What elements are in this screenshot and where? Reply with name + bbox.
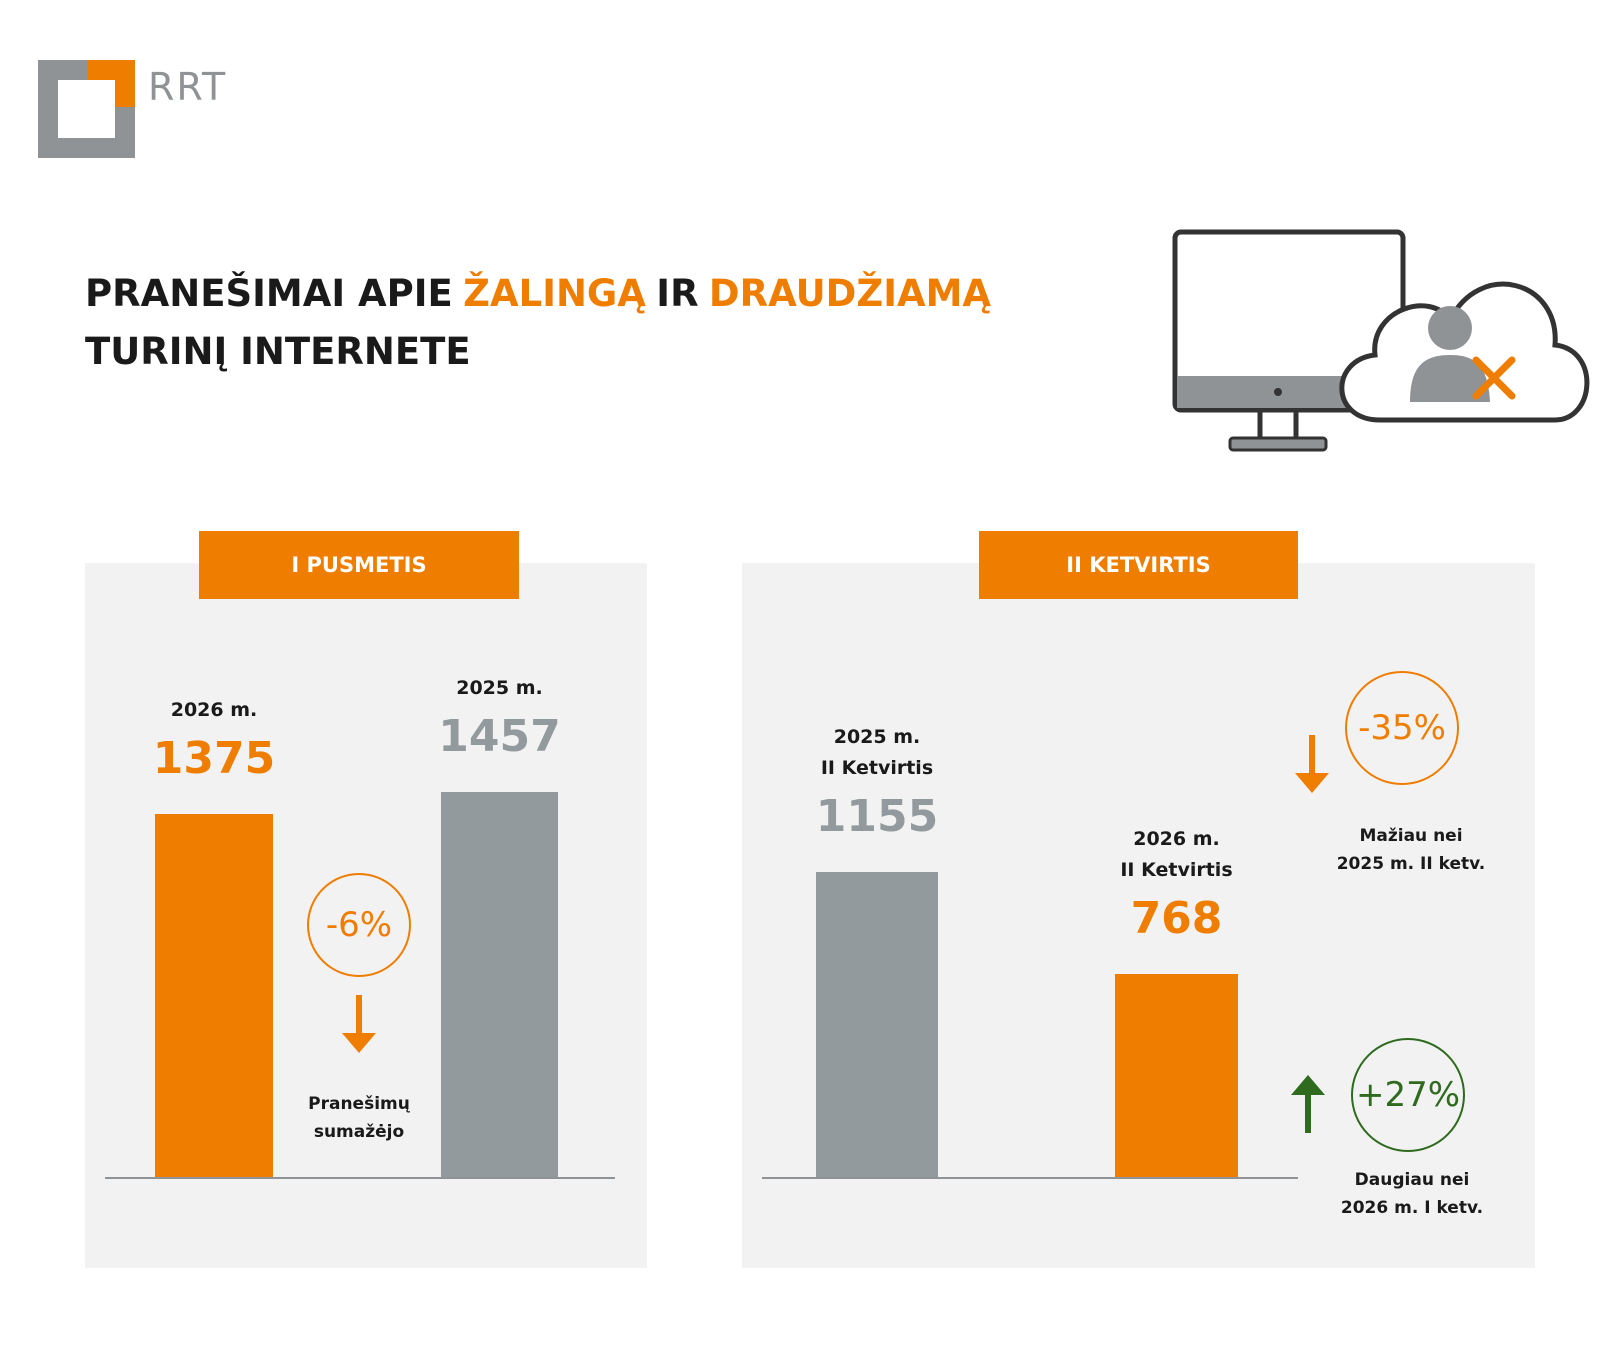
bar bbox=[816, 871, 938, 1178]
change-note: Pranešimų sumažėjo bbox=[308, 1094, 410, 1142]
title-part: IR bbox=[656, 272, 699, 315]
logo-text: RRT bbox=[148, 65, 227, 109]
bar bbox=[1115, 974, 1238, 1178]
arrow bbox=[1295, 735, 1329, 793]
arrow bbox=[1291, 1075, 1325, 1133]
baseline bbox=[105, 1177, 615, 1179]
change-badge: +27% bbox=[1351, 1038, 1465, 1152]
value-label: 1155 bbox=[815, 790, 939, 842]
panel-title: II KETVIRTIS bbox=[979, 531, 1298, 599]
change-badge: -6% bbox=[307, 873, 411, 977]
change-note: Mažiau nei 2025 m. II ketv. bbox=[1336, 826, 1486, 874]
value-label: 1375 bbox=[152, 732, 276, 784]
title-part: TURINĮ INTERNETE bbox=[85, 330, 471, 373]
title-part: DRAUDŽIAMĄ bbox=[708, 272, 992, 315]
title-part: PRANEŠIMAI APIE bbox=[85, 272, 453, 315]
baseline bbox=[762, 1177, 1298, 1179]
bar bbox=[441, 791, 558, 1178]
category-label: 2025 m. II Ketvirtis bbox=[820, 725, 934, 779]
change-note: Daugiau nei 2026 m. I ketv. bbox=[1340, 1170, 1484, 1218]
title-line: TURINĮ INTERNETE bbox=[85, 323, 1001, 381]
title-part: ŽALINGĄ bbox=[463, 272, 646, 315]
title: PRANEŠIMAI APIE ŽALINGĄ IR DRAUDŽIAMĄ TURINĮ… bbox=[85, 265, 1001, 381]
icon bbox=[1172, 229, 1590, 452]
category-label: 2026 m. II Ketvirtis bbox=[1120, 828, 1233, 882]
value-label: 1457 bbox=[438, 710, 561, 762]
bar bbox=[155, 813, 273, 1178]
title-line: PRANEŠIMAI APIE ŽALINGĄ IR DRAUDŽIAMĄ bbox=[85, 265, 1001, 323]
value-label: 768 bbox=[1130, 893, 1223, 945]
panel-title: I PUSMETIS bbox=[199, 531, 519, 599]
logo-corner-inner bbox=[88, 80, 115, 107]
arrow bbox=[342, 995, 376, 1053]
change-badge: -35% bbox=[1345, 671, 1459, 785]
category-label: 2025 m. bbox=[456, 676, 543, 699]
category-label: 2026 m. bbox=[170, 698, 258, 721]
